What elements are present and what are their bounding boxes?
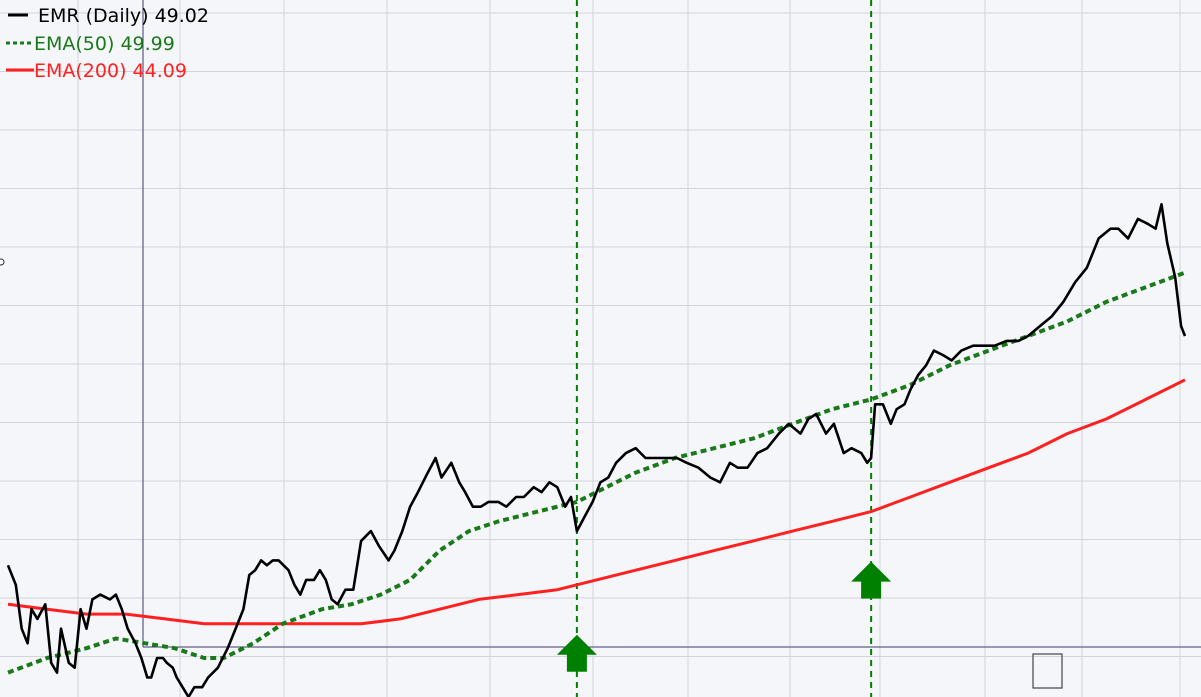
left-edge-handle <box>0 258 5 266</box>
series-lines <box>6 203 1187 697</box>
legend: EMR (Daily) 49.02 EMA(50) 49.99 EMA(200)… <box>6 5 209 82</box>
signal-markers <box>556 0 892 697</box>
legend-emr-name: EMR (Daily) <box>38 5 149 27</box>
legend-label-ema50: EMA(50) 49.99 <box>34 33 175 55</box>
legend-ema50-name: EMA(50) <box>34 33 114 55</box>
legend-label-ema200: EMA(200) 44.09 <box>34 60 187 82</box>
buy-arrow-icon <box>556 634 597 672</box>
legend-ema200-name: EMA(200) <box>34 60 127 82</box>
legend-ema200-value: 44.09 <box>133 60 187 82</box>
buy-arrow-icon <box>851 561 892 599</box>
legend-label-emr: EMR (Daily) 49.02 <box>38 5 209 27</box>
legend-ema50-value: 49.99 <box>120 33 174 55</box>
legend-emr-value: 49.02 <box>155 5 209 27</box>
series-line-emr-daily <box>6 203 1187 697</box>
empty-checkbox[interactable] <box>1032 653 1063 689</box>
series-line-ema-200 <box>7 378 1186 626</box>
series-line-ema-50 <box>7 270 1186 675</box>
